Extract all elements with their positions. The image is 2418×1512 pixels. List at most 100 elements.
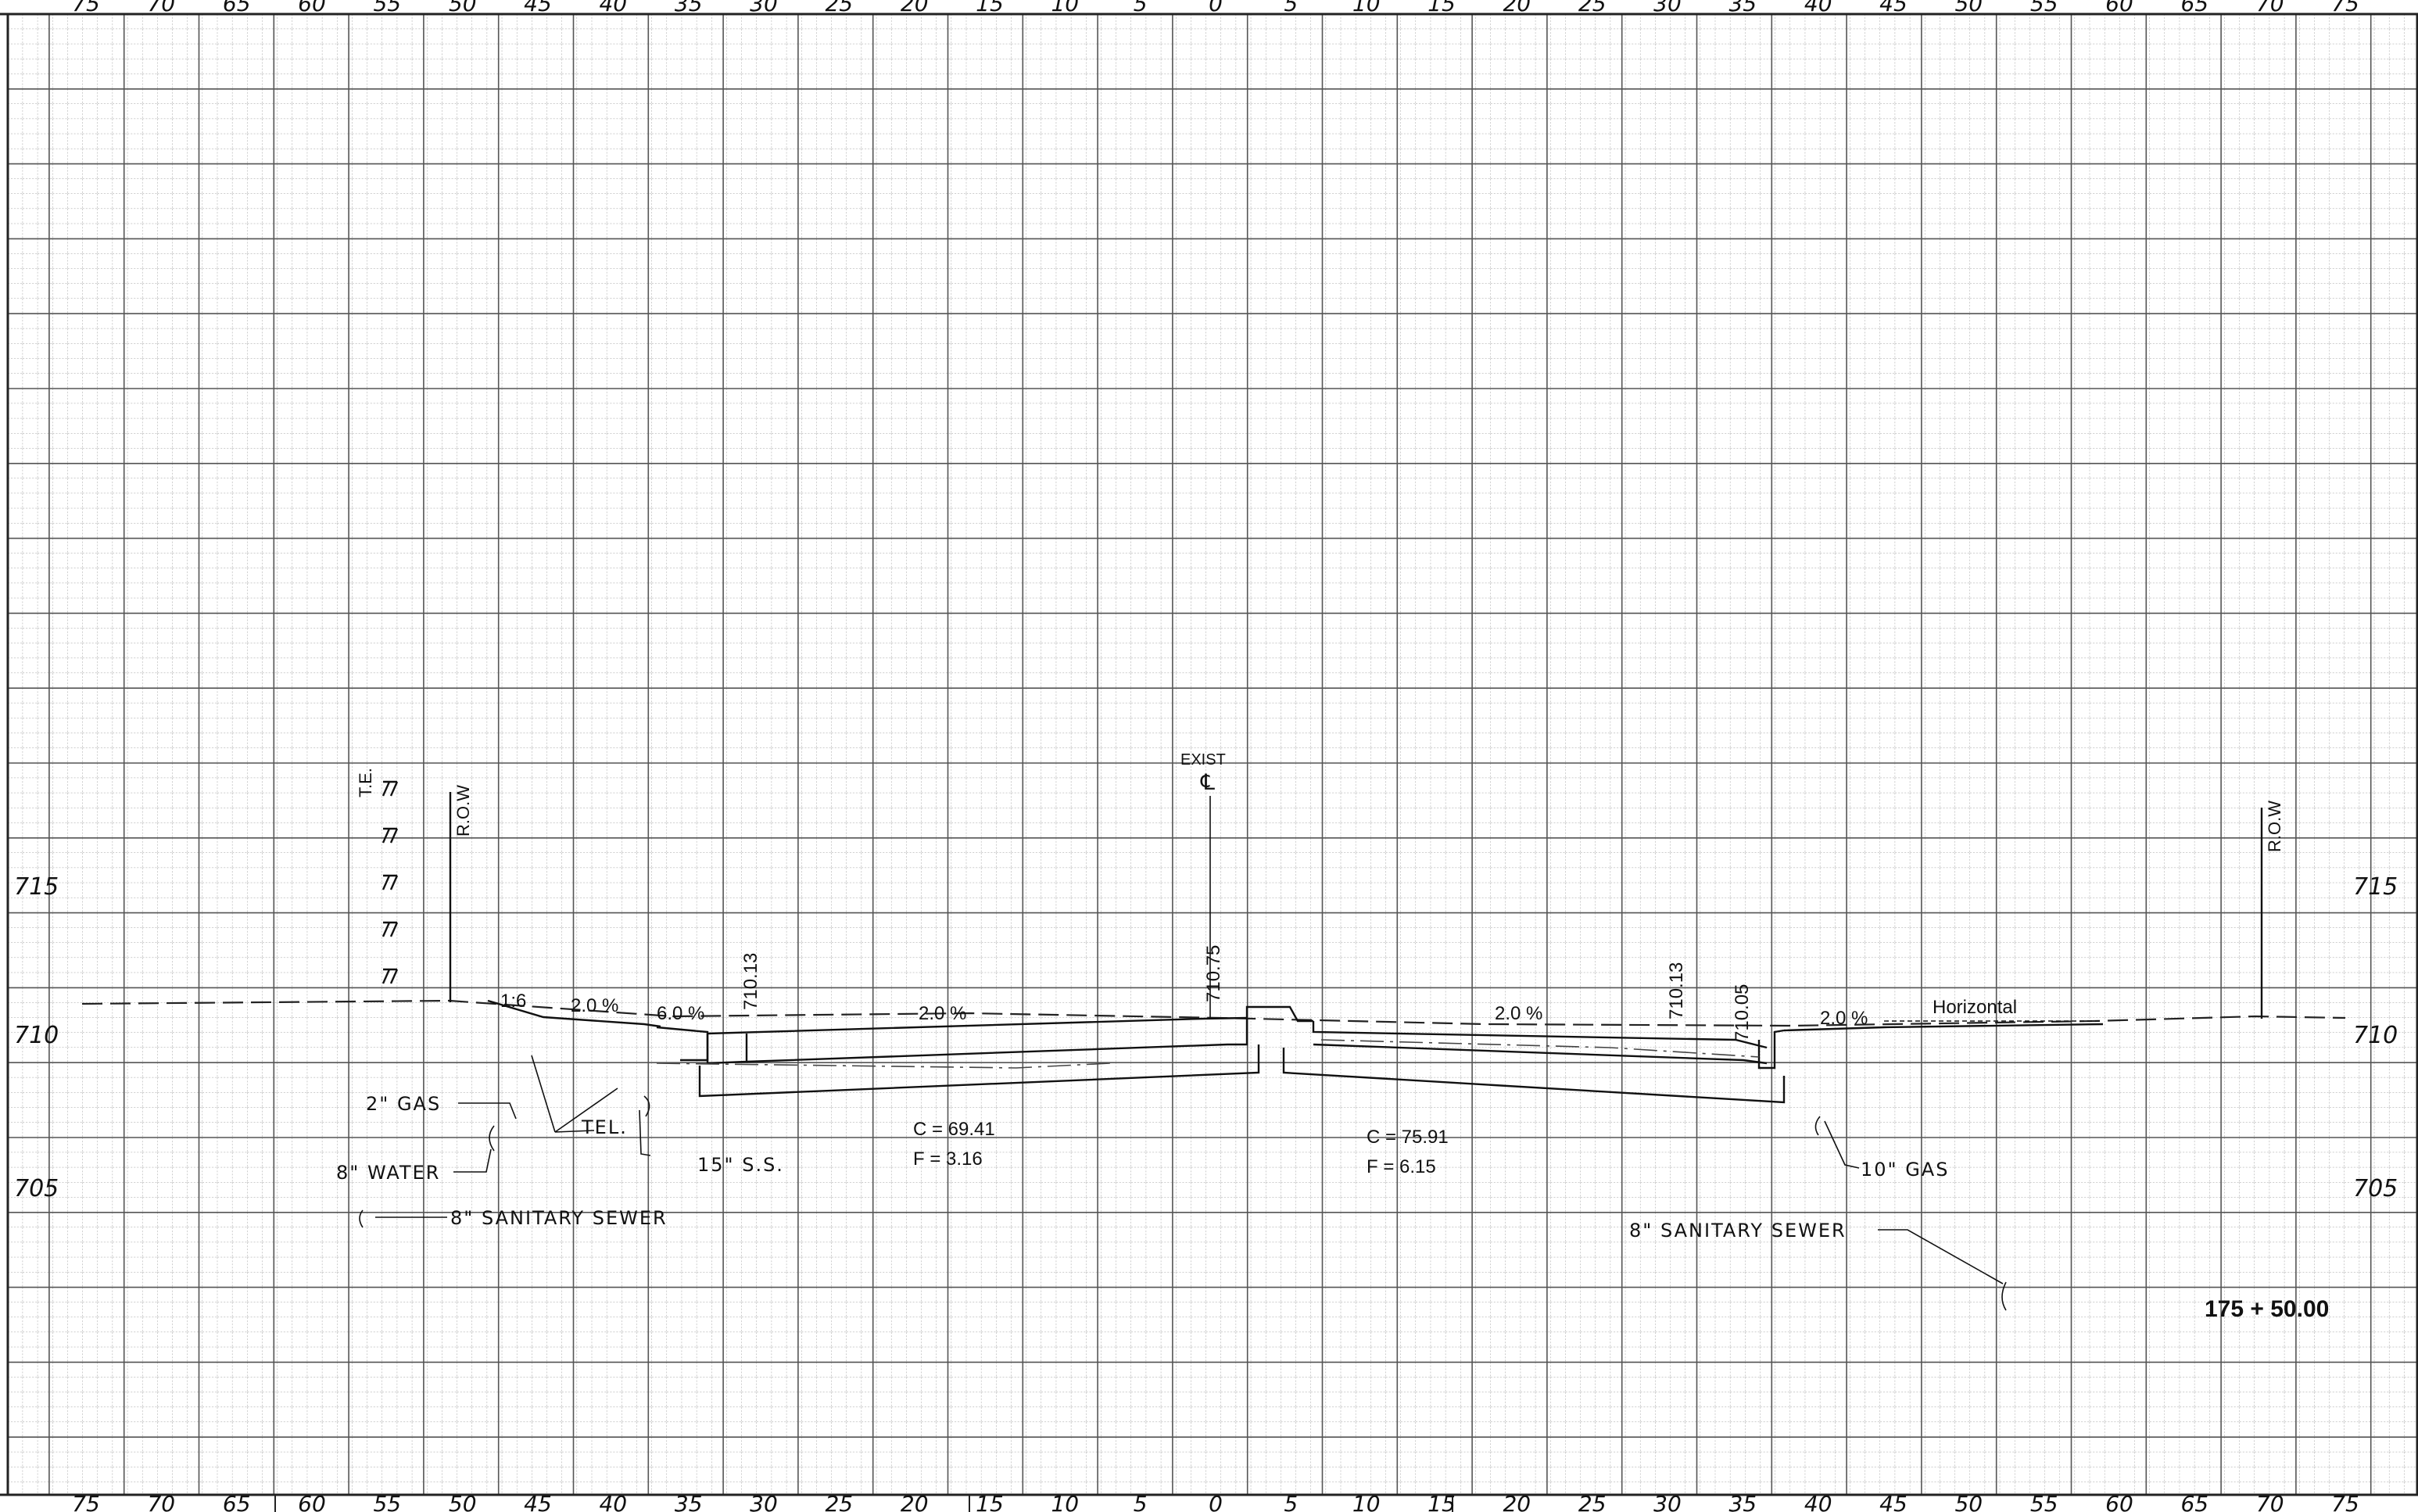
- top-offset-tick: 30: [750, 0, 778, 16]
- right-elevation-axis: 715 710 705: [2353, 873, 2398, 1202]
- bottom-offset-tick: 75: [72, 1491, 100, 1512]
- bottom-offset-tick: 30: [1653, 1491, 1682, 1512]
- bottom-offset-tick: 15: [976, 1491, 1004, 1512]
- fill-right: F = 6.15: [1367, 1156, 1436, 1177]
- top-offset-tick: 15: [1428, 0, 1456, 16]
- right-curb: [1757, 1029, 1785, 1070]
- top-offset-tick: 10: [1051, 0, 1079, 16]
- bottom-offset-tick: 5: [1284, 1491, 1298, 1512]
- exist-cl-symbol: ℄: [1200, 770, 1215, 794]
- top-offset-tick: 75: [72, 0, 100, 16]
- utility-8in-sanitary-left: 8" SANITARY SEWER: [450, 1207, 668, 1229]
- top-offset-tick: 40: [1804, 0, 1832, 16]
- top-offset-tick: 5: [1284, 0, 1298, 16]
- top-offset-tick: 15: [976, 0, 1004, 16]
- bottom-offset-tick: 25: [825, 1491, 853, 1512]
- proposed-section: [487, 999, 2104, 1104]
- top-offset-tick: 75: [2331, 0, 2359, 16]
- top-offset-tick: 20: [1503, 0, 1531, 16]
- utility-callouts: [359, 1055, 2007, 1311]
- major-grid: [8, 14, 2417, 1495]
- elev-left-edge: 710.13: [740, 953, 761, 1010]
- top-offset-tick: 65: [223, 0, 251, 16]
- elev-label-715-left: 715: [14, 873, 59, 901]
- elev-label-710-left: 710: [14, 1022, 59, 1049]
- bottom-offset-tick: 70: [2256, 1491, 2284, 1512]
- bottom-offset-tick: 10: [1051, 1491, 1079, 1512]
- left-pavement-bottom: [746, 1032, 1248, 1063]
- elev-right-curb: 710.05: [1732, 984, 1753, 1041]
- left-row-label: R.O.W: [453, 785, 473, 837]
- top-offset-tick: 5: [1134, 0, 1148, 16]
- bottom-offset-tick: 30: [750, 1491, 778, 1512]
- left-foreslope: [487, 999, 661, 1028]
- elev-label-715-right: 715: [2353, 873, 2398, 901]
- slope-right-2pct-b: 2.0 %: [1820, 1008, 1868, 1029]
- te-label: T.E.: [356, 768, 375, 797]
- right-existing-pavement-dashdot: [1320, 1039, 1760, 1058]
- fill-left: F = 3.16: [913, 1148, 983, 1170]
- elev-right-edge: 710.13: [1666, 962, 1687, 1019]
- cut-left: C = 69.41: [913, 1119, 995, 1140]
- utility-10in-gas: 10" GAS: [1861, 1159, 1949, 1181]
- slope-right-2pct-a: 2.0 %: [1495, 1003, 1542, 1024]
- top-offset-tick: 30: [1653, 0, 1682, 16]
- utility-15in-ss: 15" S.S.: [697, 1154, 784, 1176]
- elev-label-705-left: 705: [14, 1175, 59, 1202]
- bottom-offset-tick: 15: [1428, 1491, 1456, 1512]
- bottom-offset-tick: 40: [599, 1491, 627, 1512]
- bottom-offset-tick: 25: [1578, 1491, 1607, 1512]
- left-curb: [706, 1034, 748, 1065]
- bottom-offset-tick: 45: [1879, 1491, 1908, 1512]
- bottom-offset-tick: 35: [1728, 1491, 1757, 1512]
- fine-grid: [8, 14, 2417, 1495]
- slope-1-6: 1:6: [500, 991, 526, 1012]
- utility-8in-water: 8" WATER: [336, 1162, 440, 1184]
- temporary-easement-marks: [382, 780, 399, 984]
- left-subbase: [698, 1044, 1260, 1098]
- bottom-offset-tick: 50: [1954, 1491, 1983, 1512]
- bottom-offset-tick: 40: [1804, 1491, 1832, 1512]
- right-pavement-top: [1312, 1021, 1768, 1049]
- top-offset-tick: 25: [825, 0, 853, 16]
- bottom-offset-tick: 0: [1209, 1491, 1223, 1512]
- existing-ground-line: [81, 999, 2346, 1027]
- bottom-offset-tick: 20: [901, 1491, 929, 1512]
- top-offset-tick: 0: [1209, 0, 1223, 16]
- horizontal-label: Horizontal: [1933, 997, 2017, 1018]
- top-offset-tick: 45: [1879, 0, 1908, 16]
- exist-cl-label: EXIST: [1180, 751, 1226, 769]
- top-offset-tick: 65: [2180, 0, 2208, 16]
- left-pavement-top: [707, 1016, 1248, 1035]
- top-offset-tick: 60: [2105, 0, 2133, 16]
- top-offset-tick: 25: [1578, 0, 1607, 16]
- utility-tel: TEL.: [581, 1116, 628, 1138]
- slope-left-2pct-a: 2.0 %: [571, 995, 618, 1016]
- top-offset-tick: 50: [1954, 0, 1983, 16]
- top-offset-tick: 70: [147, 0, 175, 16]
- top-offset-tick: 10: [1352, 0, 1381, 16]
- utility-8in-sanitary-right: 8" SANITARY SEWER: [1629, 1220, 1847, 1241]
- top-offset-tick: 45: [524, 0, 552, 16]
- bottom-offset-tick: 55: [2030, 1491, 2058, 1512]
- right-row-label: R.O.W: [2265, 801, 2284, 852]
- utility-2in-gas: 2" GAS: [366, 1093, 441, 1115]
- bottom-offset-tick: 60: [2105, 1491, 2133, 1512]
- top-offset-tick: 60: [298, 0, 326, 16]
- median-curb: [1245, 1005, 1313, 1032]
- bottom-offset-tick: 65: [2180, 1491, 2208, 1512]
- top-offset-tick: 70: [2256, 0, 2284, 16]
- bottom-offset-tick: 10: [1352, 1491, 1381, 1512]
- top-offset-tick: 55: [2030, 0, 2058, 16]
- slope-left-6pct: 6.0 %: [657, 1003, 704, 1024]
- top-offset-axis: 75 70 65 60 55 50 45 40 35 30 25 20 15 10 5 0 5 10 15 20 25 3…: [72, 0, 2359, 16]
- top-offset-tick: 35: [1728, 0, 1757, 16]
- elev-centerline: 710.75: [1203, 945, 1224, 1002]
- bottom-offset-tick: 35: [675, 1491, 703, 1512]
- top-offset-tick: 35: [675, 0, 703, 16]
- top-offset-tick: 40: [599, 0, 627, 16]
- bottom-offset-tick: 50: [449, 1491, 477, 1512]
- bottom-offset-axis: 75 70 65 60 55 50 45 40 35 30 25 20 15 10 5 0 5 10 15 20 25 3…: [72, 1491, 2359, 1512]
- top-offset-tick: 20: [901, 0, 929, 16]
